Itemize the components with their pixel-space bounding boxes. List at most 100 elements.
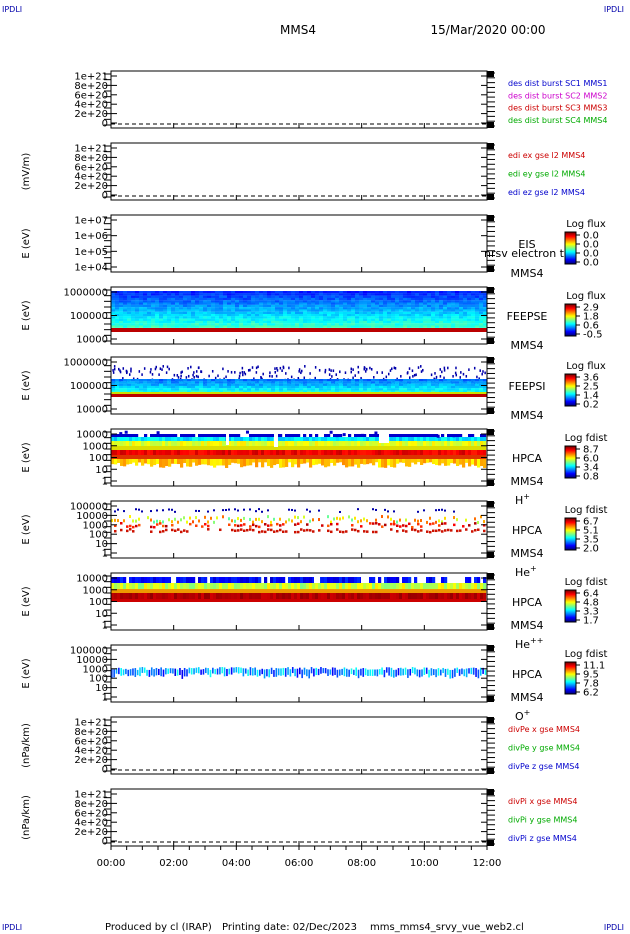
colorbar-segment [565, 307, 576, 309]
colorbar-segment [565, 319, 576, 321]
colorbar-segment [565, 238, 576, 240]
colorbar-segment [565, 456, 576, 458]
right-bottom-marker [487, 768, 494, 774]
colorbar-segment [565, 544, 576, 546]
y-axis-label: E (eV) [21, 300, 32, 330]
colorbar-segment [565, 681, 576, 683]
colorbar-segment [565, 590, 576, 592]
colorbar-tick-label: 0.0 [583, 240, 599, 251]
colorbar-segment [565, 536, 576, 538]
y-tick-label: 1e+04 [74, 263, 108, 274]
y-axis-label: (mV/m) [21, 153, 32, 191]
colorbar-segment [565, 543, 576, 545]
y-tick-label: 8e+20 [74, 727, 108, 738]
colorbar-tick-label: 2.0 [583, 544, 599, 555]
colorbar-segment [565, 451, 576, 453]
colorbar-segment [565, 459, 576, 461]
y-tick-label: 100 [89, 530, 108, 541]
instrument-label: HPCA [512, 452, 543, 465]
colorbar-segment [565, 332, 576, 334]
y-axis-label: E (eV) [21, 514, 32, 544]
colorbar-segment [565, 688, 576, 690]
y-tick-label: 4e+20 [74, 172, 108, 183]
colorbar-segment [565, 255, 576, 257]
colorbar-title: Log fdist [565, 505, 608, 516]
colorbar-segment [565, 475, 576, 477]
colorbar-tick-label: 9.5 [583, 670, 599, 681]
y-axis-label: E (eV) [21, 586, 32, 616]
legend-divpe-z-gse-mms4: divPe z gse MMS4 [508, 762, 579, 771]
right-top-marker [487, 501, 494, 507]
colorbar-segment [565, 329, 576, 331]
colorbar-segment [565, 242, 576, 244]
colorbar-tick-label: 6.4 [583, 589, 599, 600]
colorbar-segment [565, 687, 576, 689]
colorbar-segment [565, 305, 576, 307]
colorbar-segment [565, 399, 576, 401]
y-tick-label: 1 [102, 693, 108, 704]
y-axis-label: E (eV) [21, 442, 32, 472]
y-axis-label: E (eV) [21, 658, 32, 688]
colorbar-segment [565, 450, 576, 452]
y-tick-label: 100000 [70, 646, 108, 657]
y-tick-label: 1e+21 [74, 790, 108, 801]
panel-3: 1e+07 1e+06 1e+05 1e+04 E (eV) EIS MMS4 nrsv el… [21, 214, 606, 280]
colorbar-segment [565, 669, 576, 671]
right-top-marker [487, 287, 494, 293]
right-bottom-marker [487, 266, 494, 272]
spacecraft-label: MMS4 [511, 547, 544, 560]
colorbar-title: Log flux [566, 291, 606, 302]
spectrogram-oplus [111, 667, 487, 679]
colorbar-frame [564, 589, 577, 623]
y-tick-label: 10 [95, 465, 108, 476]
colorbar-segment [565, 540, 576, 542]
y-tick-label: 1e+21 [74, 144, 108, 155]
colorbar-segment [565, 521, 576, 523]
colorbar-segment [565, 237, 576, 239]
colorbar-segment [565, 328, 576, 330]
colorbar-segment [565, 664, 576, 666]
colorbar-segment [565, 385, 576, 387]
panel-4: 1000000 100000 10000 E (eV) FEEPSE MMS4 Log fl… [21, 286, 606, 352]
spectrogram-feepse [111, 291, 487, 332]
spacecraft-label: MMS4 [511, 339, 544, 352]
colorbar-segment [565, 391, 576, 393]
colorbar-segment [565, 248, 576, 250]
colorbar-segment [565, 525, 576, 527]
colorbar-segment [565, 663, 576, 665]
colorbar-segment [565, 530, 576, 532]
colorbar-segment [565, 532, 576, 534]
right-bottom-marker [487, 122, 494, 128]
colorbar-segment [565, 312, 576, 314]
colorbar-tick-label: 2.5 [583, 382, 599, 393]
colorbar-segment [565, 251, 576, 253]
spectrogram-hepp [111, 577, 487, 602]
y-tick-label: 1e+06 [74, 231, 108, 242]
colorbar-segment [565, 393, 576, 395]
colorbar-tick-label: 3.6 [583, 373, 599, 384]
colorbar-segment [565, 594, 576, 596]
colorbar-segment [565, 618, 576, 620]
y-tick-label: 2e+20 [74, 109, 108, 120]
colorbar-segment [565, 538, 576, 540]
colorbar-segment [565, 386, 576, 388]
instrument-label: HPCA [512, 596, 543, 609]
colorbar-segment [565, 235, 576, 237]
colorbar-segment [565, 249, 576, 251]
colorbar-segment [565, 396, 576, 398]
colorbar-segment [565, 595, 576, 597]
instrument-note: nrsv electron to [484, 247, 571, 260]
right-bottom-marker [487, 696, 494, 702]
colorbar-tick-label: 3.4 [583, 463, 599, 474]
colorbar-segment [565, 390, 576, 392]
colorbar-segment [565, 690, 576, 692]
y-tick-label: 10 [95, 683, 108, 694]
right-bottom-marker [487, 194, 494, 200]
y-tick-label: 8e+20 [74, 81, 108, 92]
legend-edi-ey-gse-l2-mms4: edi ey gse l2 MMS4 [508, 170, 586, 179]
colorbar-segment [565, 245, 576, 247]
colorbar-frame [564, 373, 577, 407]
colorbar-segment [565, 310, 576, 312]
colorbar-segment [565, 244, 576, 246]
